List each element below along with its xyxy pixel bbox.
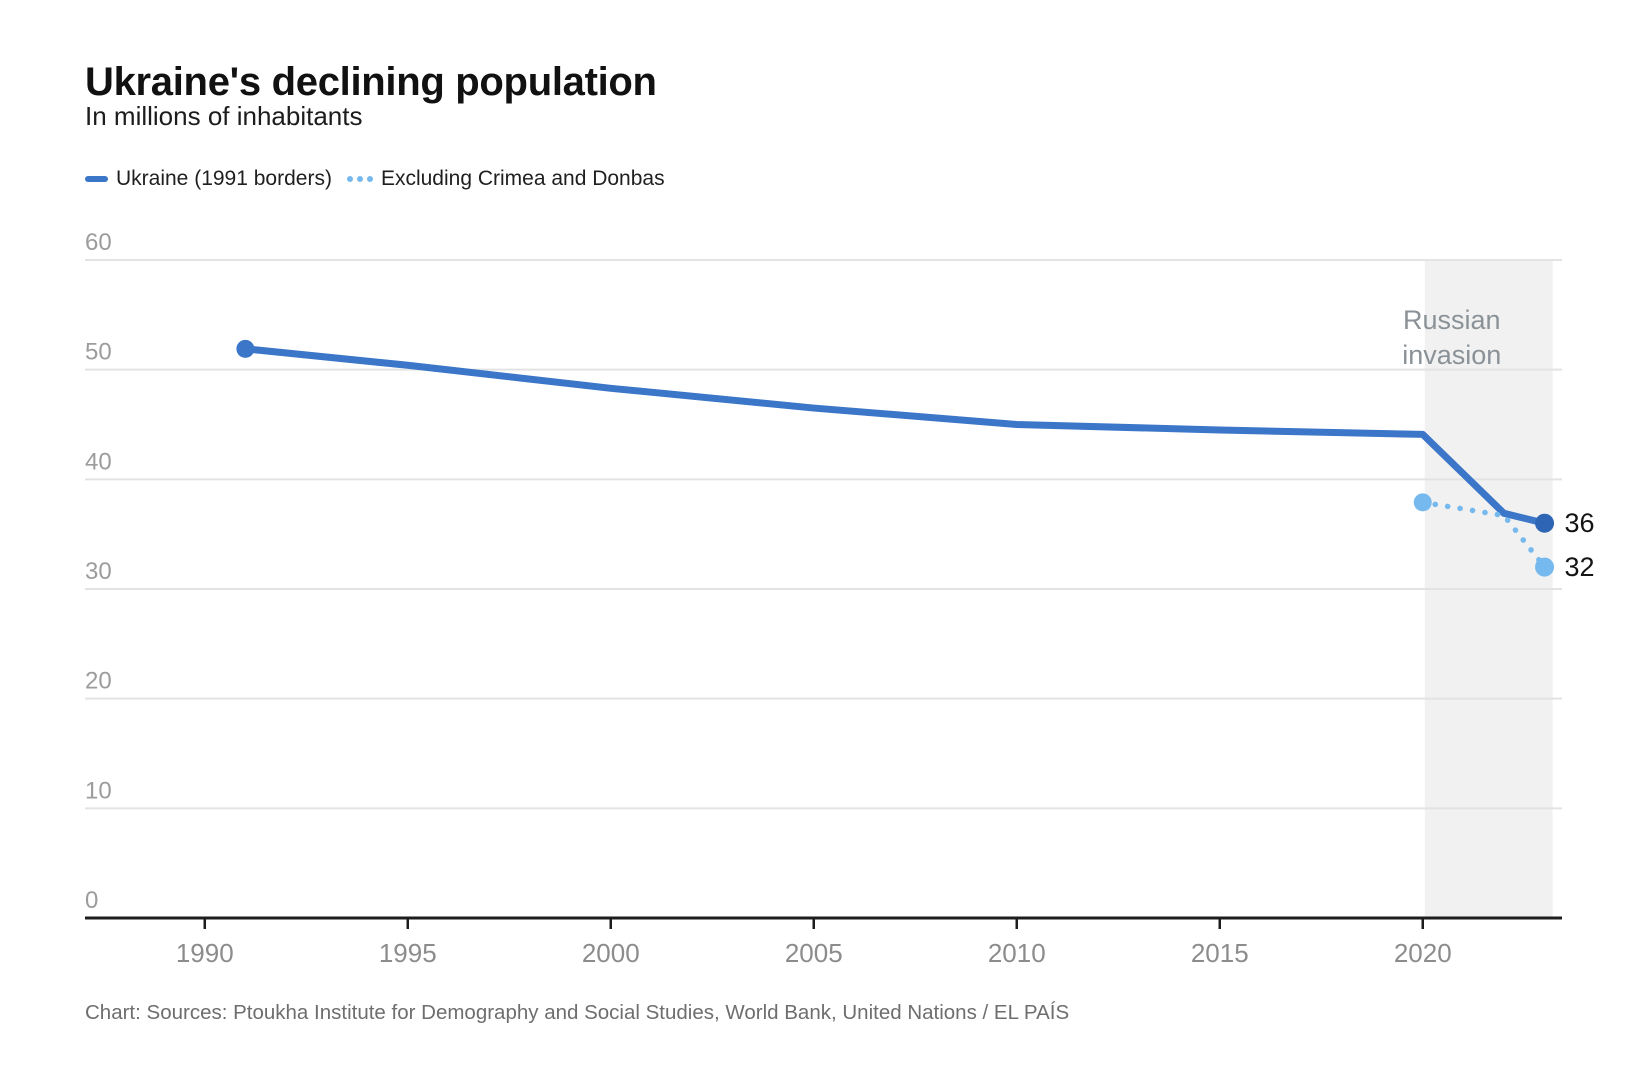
x-tick-label-1990: 1990 [176, 938, 234, 968]
start-dot-ukraine [236, 339, 255, 358]
legend: Ukraine (1991 borders) Excluding Crimea … [85, 167, 665, 191]
y-tick-label-40: 40 [85, 448, 112, 475]
y-tick-label-0: 0 [85, 887, 98, 914]
dotted-line-swatch [346, 176, 373, 182]
solid-line-swatch [85, 176, 108, 182]
series-line-ukraine [241, 345, 1549, 527]
y-tick-label-20: 20 [85, 668, 112, 695]
invasion-label-line-2: invasion [1402, 340, 1501, 370]
y-tick-label-30: 30 [85, 558, 112, 585]
page-title: Ukraine's declining population [85, 59, 657, 104]
x-tick-label-2005: 2005 [785, 938, 843, 968]
legend-item-excluding: Excluding Crimea and Donbas [346, 167, 665, 191]
x-tick-label-2020: 2020 [1394, 938, 1452, 968]
end-dot-excluding [1535, 557, 1555, 577]
legend-item-ukraine: Ukraine (1991 borders) [85, 167, 332, 191]
source-note: Chart: Sources: Ptoukha Institute for De… [85, 1001, 1070, 1024]
y-tick-label-50: 50 [85, 339, 112, 366]
series-line-excluding [1419, 499, 1548, 570]
y-tick-label-60: 60 [85, 229, 112, 256]
invasion-label-line-1: Russian [1403, 305, 1501, 335]
x-tick-label-2010: 2010 [988, 938, 1046, 968]
end-label-ukraine: 36 [1565, 508, 1595, 538]
y-tick-label-10: 10 [85, 777, 112, 804]
chart-subtitle: In millions of inhabitants [85, 101, 363, 131]
x-tick-label-2015: 2015 [1191, 938, 1249, 968]
end-dot-ukraine [1535, 513, 1555, 533]
end-label-excluding: 32 [1565, 552, 1595, 582]
x-tick-label-1995: 1995 [379, 938, 437, 968]
legend-label-ukraine: Ukraine (1991 borders) [116, 167, 332, 190]
legend-label-excluding: Excluding Crimea and Donbas [380, 167, 665, 190]
start-dot-excluding [1413, 493, 1432, 512]
x-tick-label-2000: 2000 [582, 938, 640, 968]
